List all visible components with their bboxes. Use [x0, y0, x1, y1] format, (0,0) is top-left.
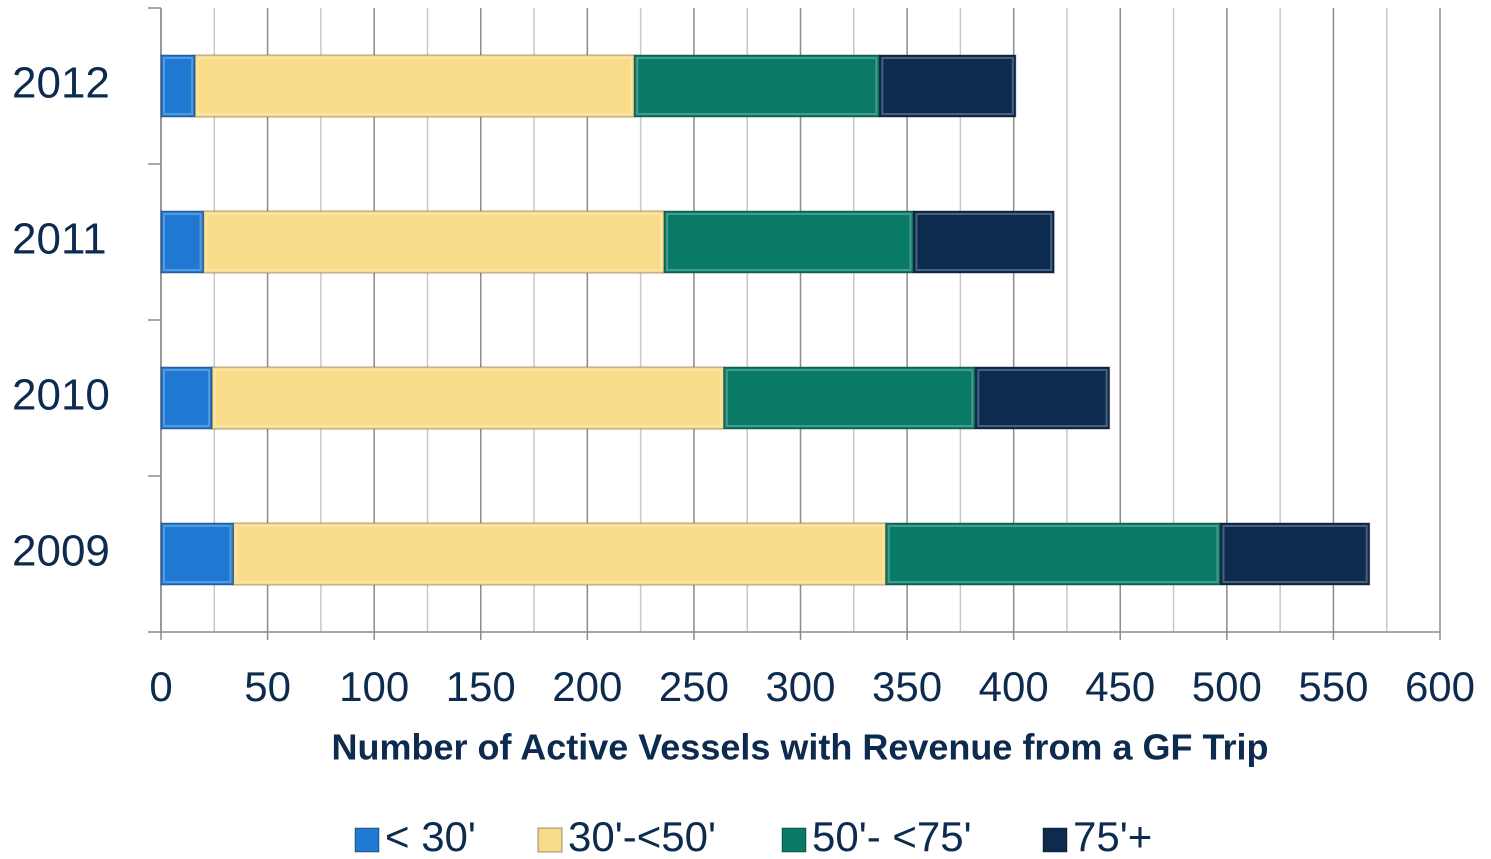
x-tick-label: 0	[149, 663, 172, 710]
bar-bevel	[881, 57, 1014, 115]
y-tick-label: 2009	[12, 527, 110, 576]
bar-segment	[160, 210, 205, 274]
legend-swatch	[354, 827, 380, 853]
x-axis-title: Number of Active Vessels with Revenue fr…	[332, 727, 1269, 768]
x-tick-label: 150	[446, 663, 516, 710]
x-tick-label: 450	[1085, 663, 1155, 710]
y-tick-label: 2010	[12, 371, 110, 420]
bar-segment	[194, 54, 635, 118]
bar-segment	[974, 366, 1111, 430]
bar-bevel	[163, 57, 194, 115]
bar-segment	[1219, 522, 1371, 586]
bar-segment	[885, 522, 1221, 586]
bar-bevel	[214, 369, 722, 427]
bar-segment	[723, 366, 976, 430]
x-tick-label: 500	[1192, 663, 1262, 710]
bar-bevel	[666, 213, 912, 271]
x-tick-label: 600	[1405, 663, 1475, 710]
bar-bevel	[915, 213, 1053, 271]
x-tick-label: 200	[552, 663, 622, 710]
legend-label: 30'-<50'	[568, 813, 716, 859]
legend-swatch	[537, 827, 563, 853]
bar-bevel	[205, 213, 663, 271]
bar-bevel	[977, 369, 1108, 427]
bar-bevel	[163, 369, 211, 427]
bar-bevel	[636, 57, 878, 115]
bar-segment	[160, 54, 196, 118]
bar-bevel	[163, 525, 232, 583]
legend-swatch	[781, 827, 807, 853]
bar-bevel	[1222, 525, 1368, 583]
bar-segment	[878, 54, 1017, 118]
bar-segment	[912, 210, 1055, 274]
y-tick-label: 2012	[12, 59, 110, 108]
bar-bevel	[235, 525, 884, 583]
x-tick-label: 100	[339, 663, 409, 710]
bar-segment	[211, 366, 725, 430]
bar-segment	[663, 210, 914, 274]
legend-swatch	[1042, 827, 1068, 853]
bar-bevel	[887, 525, 1219, 583]
bar-segment	[232, 522, 887, 586]
x-tick-label: 400	[979, 663, 1049, 710]
bar-bevel	[197, 57, 633, 115]
legend-label: 50'- <75'	[812, 813, 972, 859]
bar-segment	[160, 522, 234, 586]
y-tick-label: 2011	[12, 215, 107, 264]
bar-segment	[633, 54, 880, 118]
bar-bevel	[725, 369, 974, 427]
x-tick-label: 550	[1298, 663, 1368, 710]
x-tick-label: 350	[872, 663, 942, 710]
x-tick-label: 50	[244, 663, 291, 710]
bar-bevel	[163, 213, 202, 271]
bar-segment	[203, 210, 665, 274]
bar-segment	[160, 366, 213, 430]
x-tick-label: 250	[659, 663, 729, 710]
x-tick-label: 300	[765, 663, 835, 710]
legend-label: 75'+	[1073, 813, 1152, 859]
legend-label: < 30'	[385, 813, 476, 859]
